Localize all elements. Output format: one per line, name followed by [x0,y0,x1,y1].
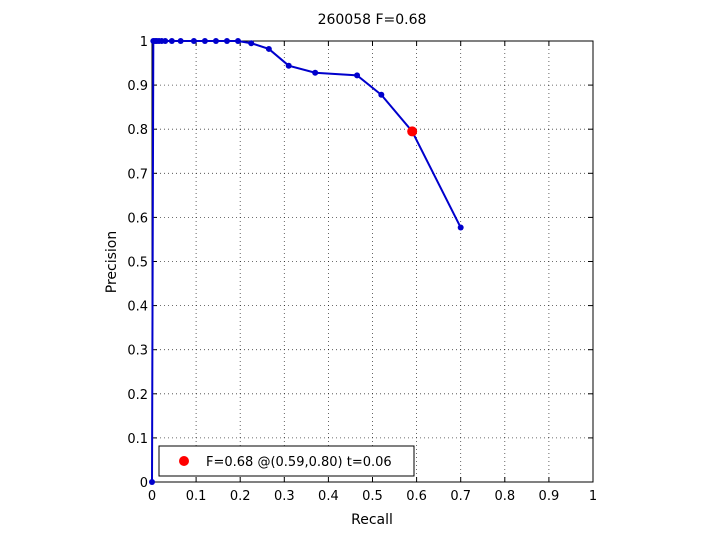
data-point [248,40,255,47]
data-point [149,479,155,485]
y-tick-label: 0.5 [127,256,148,271]
y-tick-label: 0.6 [127,211,148,226]
y-tick-label: 0.3 [127,344,148,359]
axis-ticks: 0 0.1 0.2 0.3 0.4 0.5 0.6 0.7 0.8 0.9 1 0 0.1 0.2 0.3 0… [127,35,597,504]
y-tick-label: 0.2 [127,388,148,403]
x-tick-label: 0.3 [274,489,295,504]
data-point [378,91,385,98]
x-tick-label: 0.6 [406,489,427,504]
data-point [201,38,208,44]
data-point [285,62,292,69]
y-axis-label: Precision [104,231,120,293]
x-tick-label: 0.2 [230,489,251,504]
legend: F=0.68 @(0.59,0.80) t=0.06 [158,445,415,477]
data-point [234,38,241,44]
y-tick-label: 0.7 [127,167,148,182]
data-point [190,38,197,44]
y-tick-label: 1 [140,35,148,50]
data-point [177,38,184,44]
x-tick-label: 1 [589,489,597,504]
x-tick-label: 0.7 [450,489,471,504]
chart-title: 260058 F=0.68 [318,12,427,28]
y-tick-label: 0.9 [127,79,148,94]
series-group [149,38,464,485]
x-tick-label: 0 [148,489,156,504]
y-tick-label: 0.8 [127,123,148,138]
data-point [212,38,219,44]
y-tick-label: 0.1 [127,432,148,447]
x-tick-label: 0.9 [539,489,560,504]
grid [152,41,593,482]
data-point [354,72,361,79]
x-tick-label: 0.4 [318,489,339,504]
data-point [457,224,464,231]
legend-box [158,445,415,477]
data-point [223,38,230,44]
y-tick-label: 0 [140,476,148,491]
x-tick-label: 0.5 [362,489,383,504]
data-point [312,69,319,76]
legend-marker [179,456,189,466]
data-point [265,45,272,52]
x-tick-label: 0.8 [494,489,515,504]
data-point [168,38,175,44]
data-point [162,38,169,44]
legend-label: F=0.68 @(0.59,0.80) t=0.06 [206,455,392,470]
y-tick-label: 0.4 [127,300,148,315]
best-f-point [407,126,418,137]
x-tick-label: 0.1 [186,489,207,504]
x-axis-label: Recall [351,512,393,528]
